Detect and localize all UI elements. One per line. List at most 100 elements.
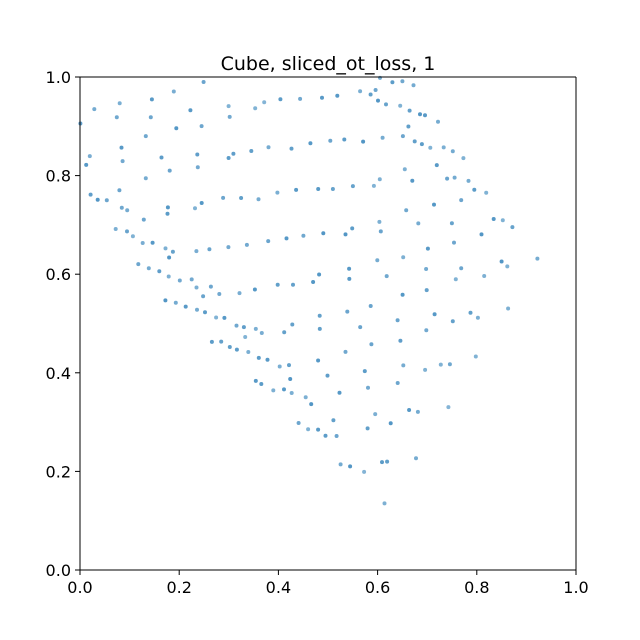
- data-point: [373, 88, 378, 92]
- data-point: [208, 284, 213, 289]
- y-tick-label: 0.6: [46, 265, 71, 284]
- data-point: [317, 326, 322, 331]
- data-point: [234, 323, 239, 328]
- data-point: [195, 152, 200, 157]
- data-point: [472, 187, 477, 192]
- data-point: [390, 80, 395, 85]
- data-point: [406, 124, 411, 129]
- data-point: [244, 242, 249, 247]
- data-point: [136, 262, 141, 267]
- data-point: [424, 328, 429, 333]
- data-point: [423, 367, 428, 372]
- data-point: [424, 288, 429, 293]
- data-point: [459, 266, 464, 271]
- data-point: [425, 246, 430, 251]
- data-point: [203, 310, 207, 315]
- data-point: [365, 426, 370, 431]
- data-point: [289, 146, 294, 151]
- data-point: [289, 391, 294, 395]
- data-point: [231, 151, 236, 156]
- data-point: [183, 304, 188, 309]
- data-point: [331, 418, 336, 423]
- data-point: [214, 315, 219, 320]
- data-point: [265, 357, 270, 362]
- data-point: [226, 245, 231, 250]
- data-point: [361, 139, 366, 144]
- data-point: [358, 89, 363, 94]
- data-point: [227, 114, 232, 119]
- data-point: [113, 227, 118, 231]
- data-point: [348, 464, 353, 469]
- data-point: [92, 107, 97, 112]
- data-point: [400, 292, 405, 297]
- data-point: [366, 385, 370, 390]
- data-point: [466, 178, 471, 183]
- data-point: [410, 178, 415, 183]
- data-point: [278, 97, 283, 102]
- data-point: [500, 218, 505, 223]
- data-point: [104, 198, 109, 203]
- data-point: [277, 364, 282, 369]
- data-point: [290, 322, 295, 327]
- data-point: [505, 264, 510, 269]
- data-point: [221, 195, 226, 200]
- x-tick-label: 0.4: [266, 578, 291, 597]
- data-point: [177, 278, 182, 283]
- data-point: [338, 462, 343, 467]
- data-point: [256, 197, 261, 202]
- y-tick-label: 0.2: [46, 462, 71, 481]
- data-point: [157, 269, 162, 274]
- data-point: [125, 229, 129, 234]
- data-point: [165, 211, 170, 216]
- y-tick-label: 0.8: [46, 167, 71, 186]
- data-point: [499, 259, 504, 264]
- data-point: [143, 176, 148, 181]
- data-point: [335, 93, 340, 98]
- y-tick-label: 0.0: [46, 561, 71, 580]
- data-point: [296, 421, 301, 425]
- data-point: [330, 187, 335, 191]
- data-point: [199, 201, 204, 205]
- data-point: [380, 135, 385, 140]
- data-point: [266, 239, 271, 244]
- data-point: [382, 501, 387, 506]
- data-point: [400, 79, 405, 84]
- data-point: [449, 221, 454, 226]
- data-point: [316, 427, 321, 432]
- data-point: [445, 176, 450, 181]
- data-point: [452, 175, 457, 180]
- data-point: [337, 390, 342, 395]
- data-point: [84, 162, 89, 167]
- data-point: [398, 338, 403, 343]
- data-point: [163, 246, 168, 251]
- data-point: [275, 190, 280, 195]
- data-point: [149, 97, 154, 102]
- x-axis-ticks: 0.0 0.2 0.4 0.6 0.8 1.0: [67, 570, 589, 597]
- data-point: [87, 154, 92, 159]
- data-point: [249, 149, 254, 153]
- data-point: [241, 325, 246, 330]
- data-point: [195, 307, 199, 312]
- data-point: [143, 134, 148, 139]
- data-point: [308, 141, 313, 146]
- x-tick-label: 0.8: [464, 578, 489, 597]
- data-point: [401, 363, 406, 368]
- data-point: [163, 298, 168, 303]
- data-point: [347, 276, 352, 281]
- data-point: [510, 225, 515, 230]
- data-point: [452, 240, 456, 245]
- data-point: [193, 206, 197, 211]
- data-point: [146, 266, 151, 271]
- data-point: [369, 342, 374, 347]
- data-point: [321, 231, 326, 236]
- data-point: [412, 139, 417, 144]
- data-point: [447, 362, 452, 367]
- data-point: [436, 119, 440, 124]
- data-point: [125, 208, 130, 213]
- data-point: [222, 315, 227, 320]
- data-point: [237, 291, 242, 296]
- data-point: [166, 274, 171, 279]
- data-point: [159, 155, 164, 160]
- data-point: [320, 95, 324, 100]
- data-point: [226, 156, 231, 160]
